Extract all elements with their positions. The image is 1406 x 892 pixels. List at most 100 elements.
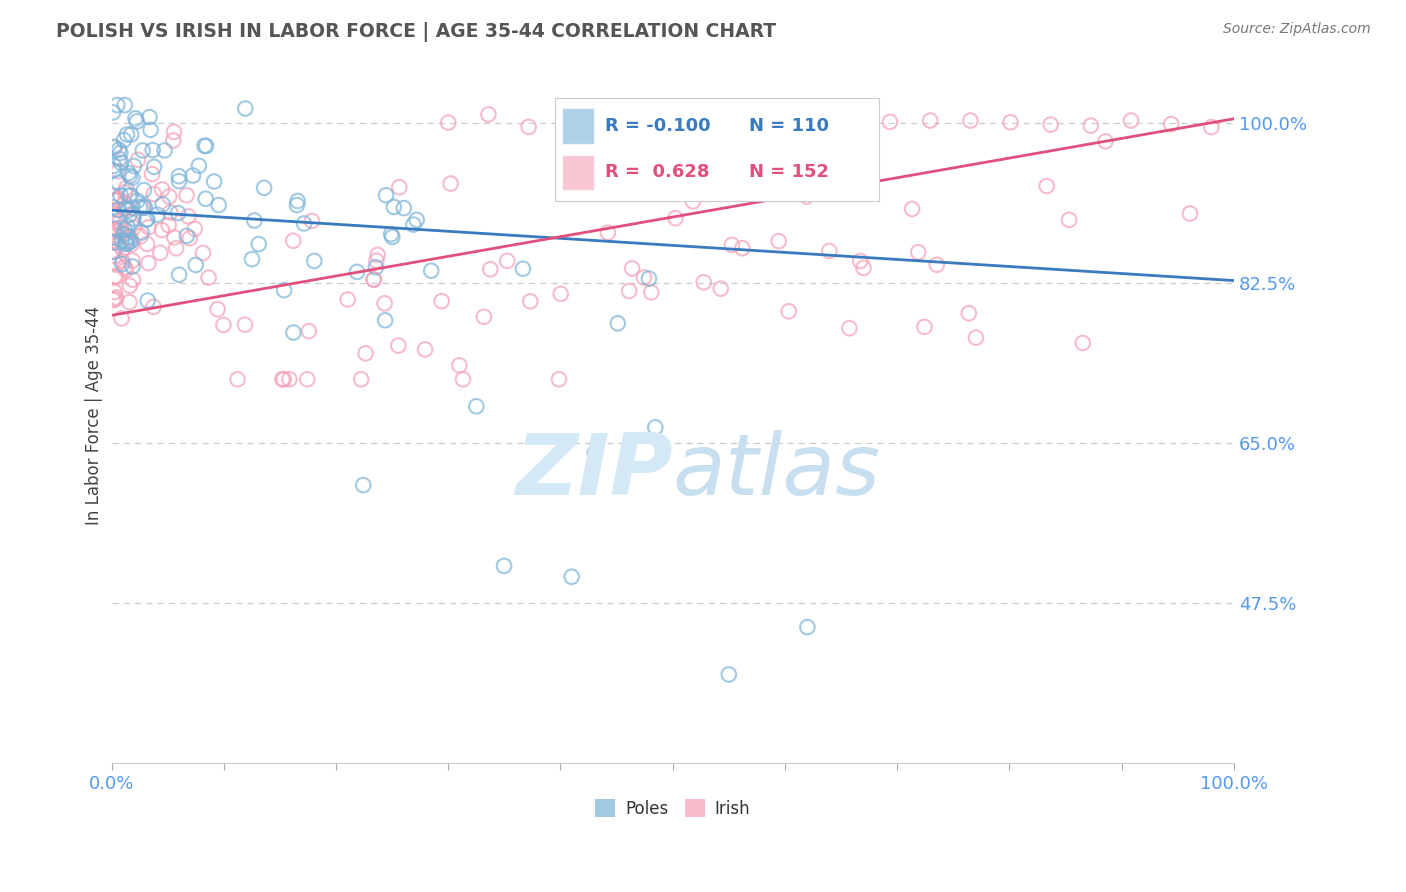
Point: [124, 112, 146, 126]
Point: [159, 205, 181, 219]
Point: [796, 189, 818, 203]
Point: [678, 116, 700, 130]
Point: [901, 202, 924, 216]
Point: [167, 206, 190, 220]
Point: [758, 118, 780, 132]
Point: [253, 181, 276, 195]
Point: [374, 296, 396, 310]
FancyBboxPatch shape: [562, 154, 595, 190]
Text: N = 110: N = 110: [749, 118, 830, 136]
Point: [184, 222, 207, 236]
Point: [117, 203, 139, 218]
Point: [141, 167, 163, 181]
Point: [105, 258, 128, 272]
Point: [336, 293, 359, 307]
Point: [104, 292, 127, 306]
Point: [118, 235, 141, 249]
Point: [101, 244, 124, 259]
Point: [163, 230, 186, 244]
Point: [112, 133, 135, 147]
Point: [114, 98, 136, 112]
Point: [138, 220, 160, 235]
Point: [1057, 212, 1080, 227]
Point: [176, 188, 198, 202]
Point: [1035, 179, 1057, 194]
Point: [134, 201, 156, 215]
Point: [561, 570, 583, 584]
Point: [957, 306, 980, 320]
Point: [959, 113, 981, 128]
Point: [115, 128, 138, 142]
Point: [768, 234, 790, 248]
Point: [121, 260, 143, 274]
Point: [136, 212, 159, 227]
Point: [226, 372, 249, 386]
Point: [477, 107, 499, 121]
Point: [103, 159, 125, 173]
Point: [120, 128, 142, 142]
Point: [121, 237, 143, 252]
Point: [392, 201, 415, 215]
Point: [153, 144, 176, 158]
Point: [103, 228, 125, 243]
Point: [693, 275, 716, 289]
Point: [292, 217, 315, 231]
Point: [122, 159, 145, 173]
Point: [107, 176, 129, 190]
Point: [621, 261, 644, 276]
Point: [120, 234, 142, 248]
Point: [121, 253, 143, 268]
Text: POLISH VS IRISH IN LABOR FORCE | AGE 35-44 CORRELATION CHART: POLISH VS IRISH IN LABOR FORCE | AGE 35-…: [56, 22, 776, 42]
Point: [519, 294, 541, 309]
Point: [1039, 118, 1062, 132]
Point: [107, 202, 129, 217]
Point: [118, 169, 141, 183]
Point: [162, 134, 184, 148]
Point: [301, 214, 323, 228]
Point: [104, 249, 127, 263]
Point: [117, 230, 139, 244]
Point: [167, 169, 190, 184]
Point: [598, 119, 620, 133]
Point: [664, 211, 686, 226]
Point: [136, 293, 159, 308]
Point: [1094, 134, 1116, 148]
Point: [101, 222, 124, 236]
Point: [108, 215, 131, 229]
Point: [912, 320, 935, 334]
Point: [103, 285, 125, 299]
Point: [907, 245, 929, 260]
Point: [852, 260, 875, 275]
Point: [127, 153, 149, 167]
Point: [352, 478, 374, 492]
Point: [191, 246, 214, 260]
Point: [380, 227, 402, 242]
Point: [110, 156, 132, 170]
Point: [104, 221, 127, 235]
Point: [838, 112, 860, 127]
Point: [718, 117, 741, 131]
Point: [517, 120, 540, 134]
Point: [165, 241, 187, 255]
Point: [793, 184, 815, 198]
Point: [101, 105, 124, 120]
Point: [107, 224, 129, 238]
Point: [103, 235, 125, 250]
Point: [115, 263, 138, 277]
Point: [920, 113, 942, 128]
Point: [346, 265, 368, 279]
Point: [363, 272, 385, 286]
Point: [114, 201, 136, 215]
Point: [721, 238, 744, 252]
Point: [354, 346, 377, 360]
Point: [194, 192, 217, 206]
Point: [367, 248, 389, 262]
Point: [118, 278, 141, 293]
Point: [1080, 119, 1102, 133]
Point: [163, 125, 186, 139]
Point: [108, 143, 131, 157]
Point: [121, 170, 143, 185]
Point: [111, 234, 134, 248]
Point: [638, 122, 661, 136]
Text: R =  0.628: R = 0.628: [606, 163, 710, 181]
